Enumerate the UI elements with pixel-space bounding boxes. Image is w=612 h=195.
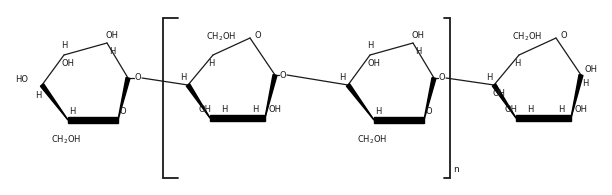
Text: H: H — [527, 105, 533, 114]
Polygon shape — [492, 84, 516, 118]
Text: H: H — [375, 107, 381, 116]
Polygon shape — [571, 74, 583, 118]
Text: OH: OH — [105, 30, 119, 40]
Text: OH: OH — [367, 59, 381, 68]
Text: OH: OH — [61, 59, 75, 68]
Polygon shape — [424, 78, 436, 120]
Text: H: H — [486, 74, 492, 82]
Text: H: H — [514, 59, 520, 68]
Text: H: H — [69, 107, 75, 116]
Text: O: O — [280, 71, 286, 80]
Polygon shape — [186, 84, 210, 118]
Text: O: O — [439, 74, 446, 82]
Text: H: H — [221, 105, 227, 114]
Text: O: O — [120, 106, 126, 115]
Polygon shape — [374, 117, 424, 123]
Text: OH: OH — [411, 30, 425, 40]
Text: OH: OH — [575, 105, 588, 114]
Text: OH: OH — [493, 89, 506, 98]
Polygon shape — [210, 115, 265, 121]
Polygon shape — [516, 115, 571, 121]
Text: H: H — [415, 48, 421, 57]
Text: H: H — [367, 42, 373, 51]
Polygon shape — [68, 117, 118, 123]
Text: CH$_2$OH: CH$_2$OH — [206, 30, 236, 43]
Text: O: O — [255, 30, 261, 40]
Text: O: O — [426, 106, 432, 115]
Text: CH$_2$OH: CH$_2$OH — [357, 134, 387, 146]
Text: O: O — [561, 30, 567, 40]
Text: O: O — [135, 74, 141, 82]
Text: H: H — [339, 73, 345, 82]
Text: H: H — [61, 42, 67, 51]
Polygon shape — [118, 78, 130, 120]
Text: HO: HO — [15, 74, 28, 83]
Text: H: H — [180, 74, 186, 82]
Text: CH$_2$OH: CH$_2$OH — [512, 30, 542, 43]
Text: H: H — [109, 48, 115, 57]
Text: OH: OH — [584, 65, 597, 74]
Text: H: H — [208, 59, 214, 68]
Polygon shape — [265, 74, 277, 118]
Text: OH: OH — [198, 105, 212, 114]
Text: n: n — [453, 166, 459, 175]
Text: H: H — [582, 79, 588, 88]
Text: OH: OH — [269, 105, 282, 114]
Text: H: H — [35, 90, 41, 99]
Text: OH: OH — [504, 105, 518, 114]
Polygon shape — [346, 84, 374, 120]
Text: H: H — [252, 105, 258, 114]
Text: CH$_2$OH: CH$_2$OH — [51, 134, 81, 146]
Text: H: H — [558, 105, 564, 114]
Polygon shape — [40, 84, 68, 120]
